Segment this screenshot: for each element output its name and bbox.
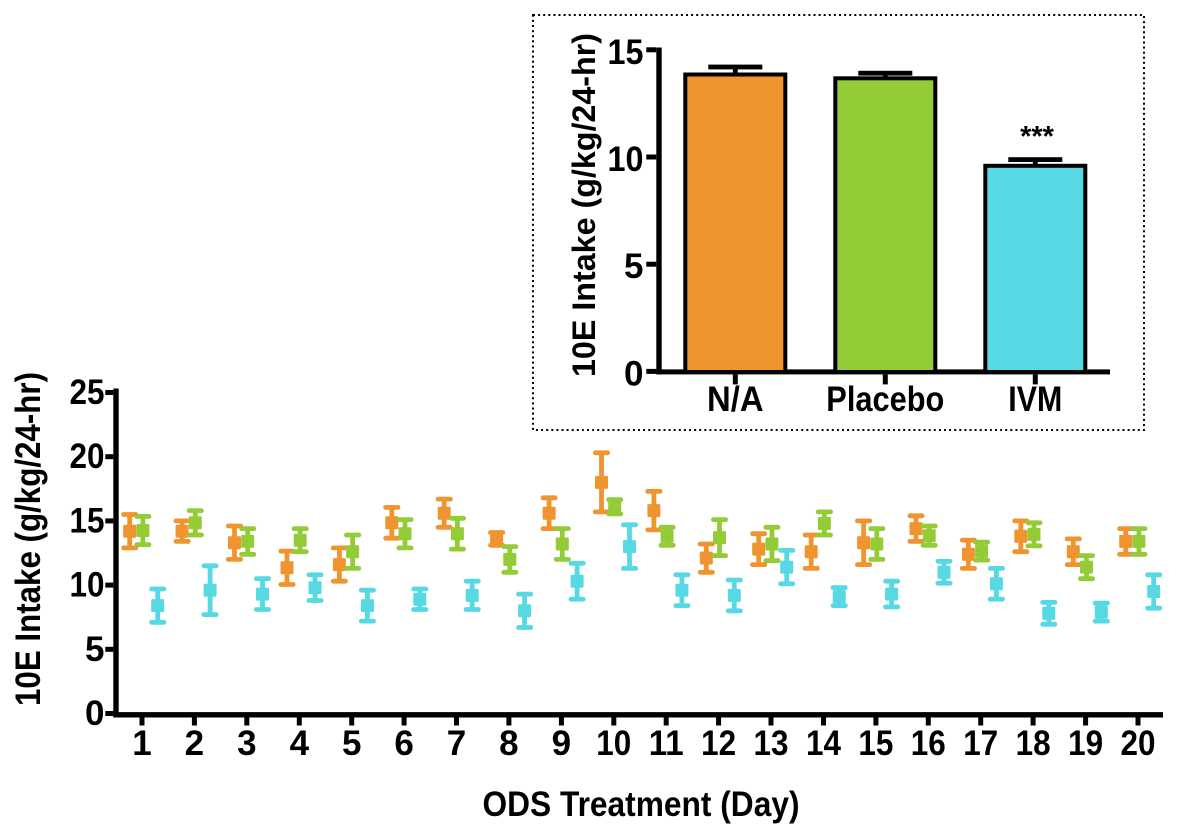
svg-text:2: 2 — [185, 724, 204, 763]
svg-text:10E Intake (g/kg/24-hr): 10E Intake (g/kg/24-hr) — [9, 372, 48, 706]
svg-text:5: 5 — [342, 724, 361, 763]
svg-text:15: 15 — [608, 33, 644, 72]
svg-text:11: 11 — [649, 724, 684, 763]
svg-text:4: 4 — [290, 724, 310, 763]
svg-text:N/A: N/A — [707, 380, 764, 419]
svg-text:10: 10 — [608, 140, 644, 179]
svg-text:12: 12 — [701, 724, 736, 763]
svg-text:1: 1 — [132, 724, 151, 763]
svg-text:10: 10 — [70, 566, 105, 605]
svg-text:***: *** — [1020, 121, 1055, 153]
svg-text:10E Intake (g/kg/24-hr): 10E Intake (g/kg/24-hr) — [566, 33, 602, 377]
svg-text:9: 9 — [552, 724, 571, 763]
svg-text:3: 3 — [237, 724, 256, 763]
svg-text:20: 20 — [1121, 724, 1156, 763]
svg-text:16: 16 — [911, 724, 946, 763]
svg-text:14: 14 — [806, 724, 841, 763]
svg-text:7: 7 — [447, 724, 466, 763]
svg-text:0: 0 — [624, 354, 643, 393]
svg-text:6: 6 — [394, 724, 413, 763]
svg-text:ODS Treatment (Day): ODS Treatment (Day) — [483, 785, 800, 824]
svg-text:5: 5 — [624, 247, 643, 286]
svg-text:0: 0 — [85, 694, 104, 733]
svg-text:Placebo: Placebo — [826, 380, 944, 419]
svg-text:10: 10 — [596, 724, 631, 763]
svg-text:13: 13 — [754, 724, 789, 763]
svg-text:5: 5 — [85, 630, 104, 669]
svg-text:17: 17 — [963, 724, 998, 763]
svg-text:20: 20 — [70, 437, 105, 476]
svg-text:19: 19 — [1068, 724, 1103, 763]
svg-text:IVM: IVM — [1008, 380, 1062, 419]
svg-text:15: 15 — [70, 501, 105, 540]
svg-text:18: 18 — [1016, 724, 1051, 763]
svg-text:25: 25 — [70, 373, 105, 412]
svg-text:8: 8 — [499, 724, 518, 763]
svg-text:15: 15 — [858, 724, 893, 763]
